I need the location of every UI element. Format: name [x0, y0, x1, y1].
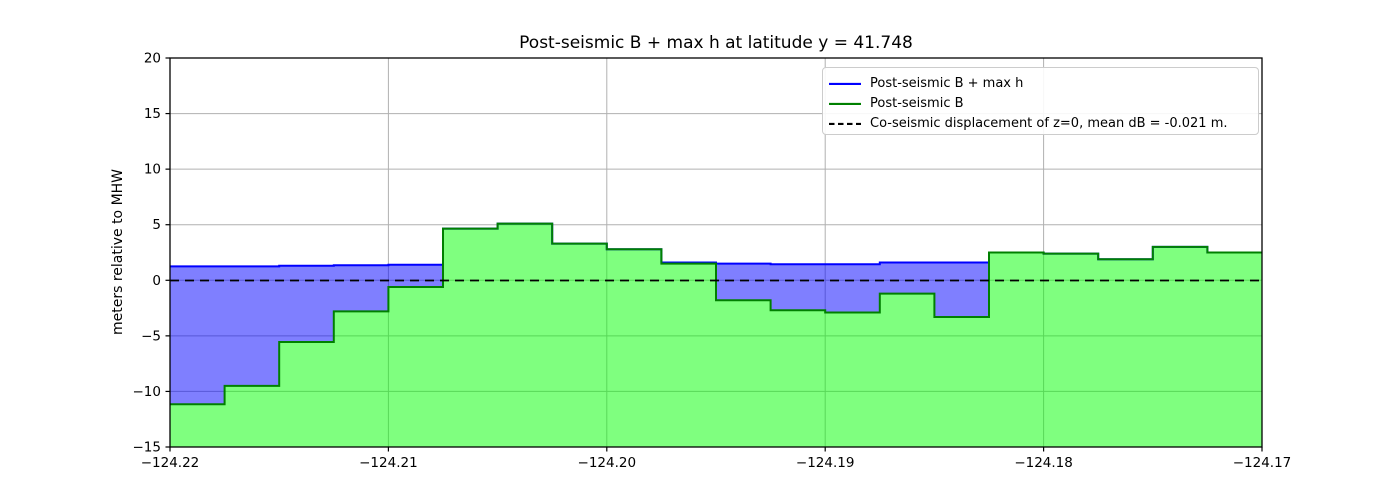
legend: Post-seismic B + max h Post-seismic B Co-s…	[822, 67, 1259, 135]
legend-label: Co-seismic displacement of z=0, mean dB …	[870, 115, 1228, 131]
x-tick-label: −124.22	[141, 455, 200, 471]
x-tick-label: −124.20	[578, 455, 637, 471]
line-post-seismic-b	[170, 222, 1262, 406]
y-axis-label: meters relative to MHW	[110, 168, 126, 336]
y-tick-label: −10	[133, 384, 162, 400]
legend-entry: Post-seismic B	[829, 93, 1258, 113]
legend-entry: Co-seismic displacement of z=0, mean dB …	[829, 113, 1258, 133]
legend-line-sample-icon	[829, 102, 861, 105]
chart-title: Post-seismic B + max h at latitude y = 4…	[519, 33, 913, 53]
y-tick-label: −5	[141, 328, 161, 344]
y-tick-label: −15	[133, 440, 162, 456]
legend-entry: Post-seismic B + max h	[829, 73, 1258, 93]
y-tick-label: 10	[144, 162, 161, 178]
x-tick-label: −124.21	[359, 455, 418, 471]
y-tick-label: 20	[144, 51, 161, 67]
y-tick-label: 15	[144, 106, 161, 122]
legend-line-sample-icon	[829, 82, 861, 85]
axes-spines	[169, 57, 1263, 448]
legend-label: Post-seismic B	[870, 95, 964, 111]
legend-label: Post-seismic B + max h	[870, 75, 1024, 91]
y-tick-label: 0	[152, 273, 161, 289]
x-tick-label: −124.19	[796, 455, 855, 471]
x-tick-label: −124.18	[1014, 455, 1073, 471]
y-tick-label: 5	[152, 217, 161, 233]
legend-line-sample-icon	[829, 122, 861, 125]
x-tick-label: −124.17	[1233, 455, 1292, 471]
